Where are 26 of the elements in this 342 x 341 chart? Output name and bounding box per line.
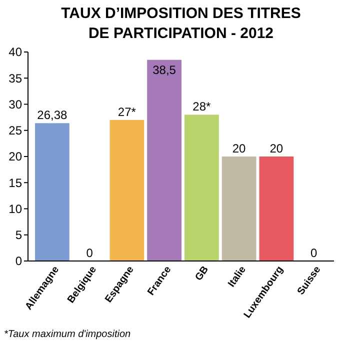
data-label: 38,5 bbox=[152, 62, 176, 77]
y-tick-label: 10 bbox=[8, 202, 22, 216]
y-tick-label: 15 bbox=[8, 176, 22, 190]
chart-title: TAUX D’IMPOSITION DES TITRES DE PARTICIPATION - 2012 bbox=[61, 5, 301, 42]
data-label: 0 bbox=[86, 246, 94, 260]
data-label: 20 bbox=[232, 142, 246, 156]
y-tick-label: 0 bbox=[15, 254, 22, 268]
bar bbox=[259, 156, 294, 261]
y-tick-label: 35 bbox=[8, 71, 22, 86]
x-tick-label: GB bbox=[193, 264, 212, 284]
y-tick-label: 20 bbox=[8, 150, 22, 164]
data-label: 27* bbox=[118, 104, 136, 119]
text: *Taux maximum d'imposition bbox=[4, 329, 132, 340]
data-label: 20 bbox=[270, 142, 284, 156]
data-label: 28* bbox=[192, 100, 212, 114]
y-tick-label: 30 bbox=[8, 97, 22, 112]
data-label: 26,38 bbox=[37, 108, 68, 122]
bar bbox=[147, 60, 182, 261]
bar bbox=[184, 114, 219, 261]
bar bbox=[110, 120, 144, 261]
y-tick-label: 25 bbox=[8, 124, 22, 138]
bar bbox=[34, 123, 70, 261]
bar bbox=[222, 156, 256, 261]
data-label: 0 bbox=[310, 246, 318, 260]
y-tick-label: 40 bbox=[8, 45, 22, 60]
y-tick-label: 5 bbox=[15, 228, 22, 242]
